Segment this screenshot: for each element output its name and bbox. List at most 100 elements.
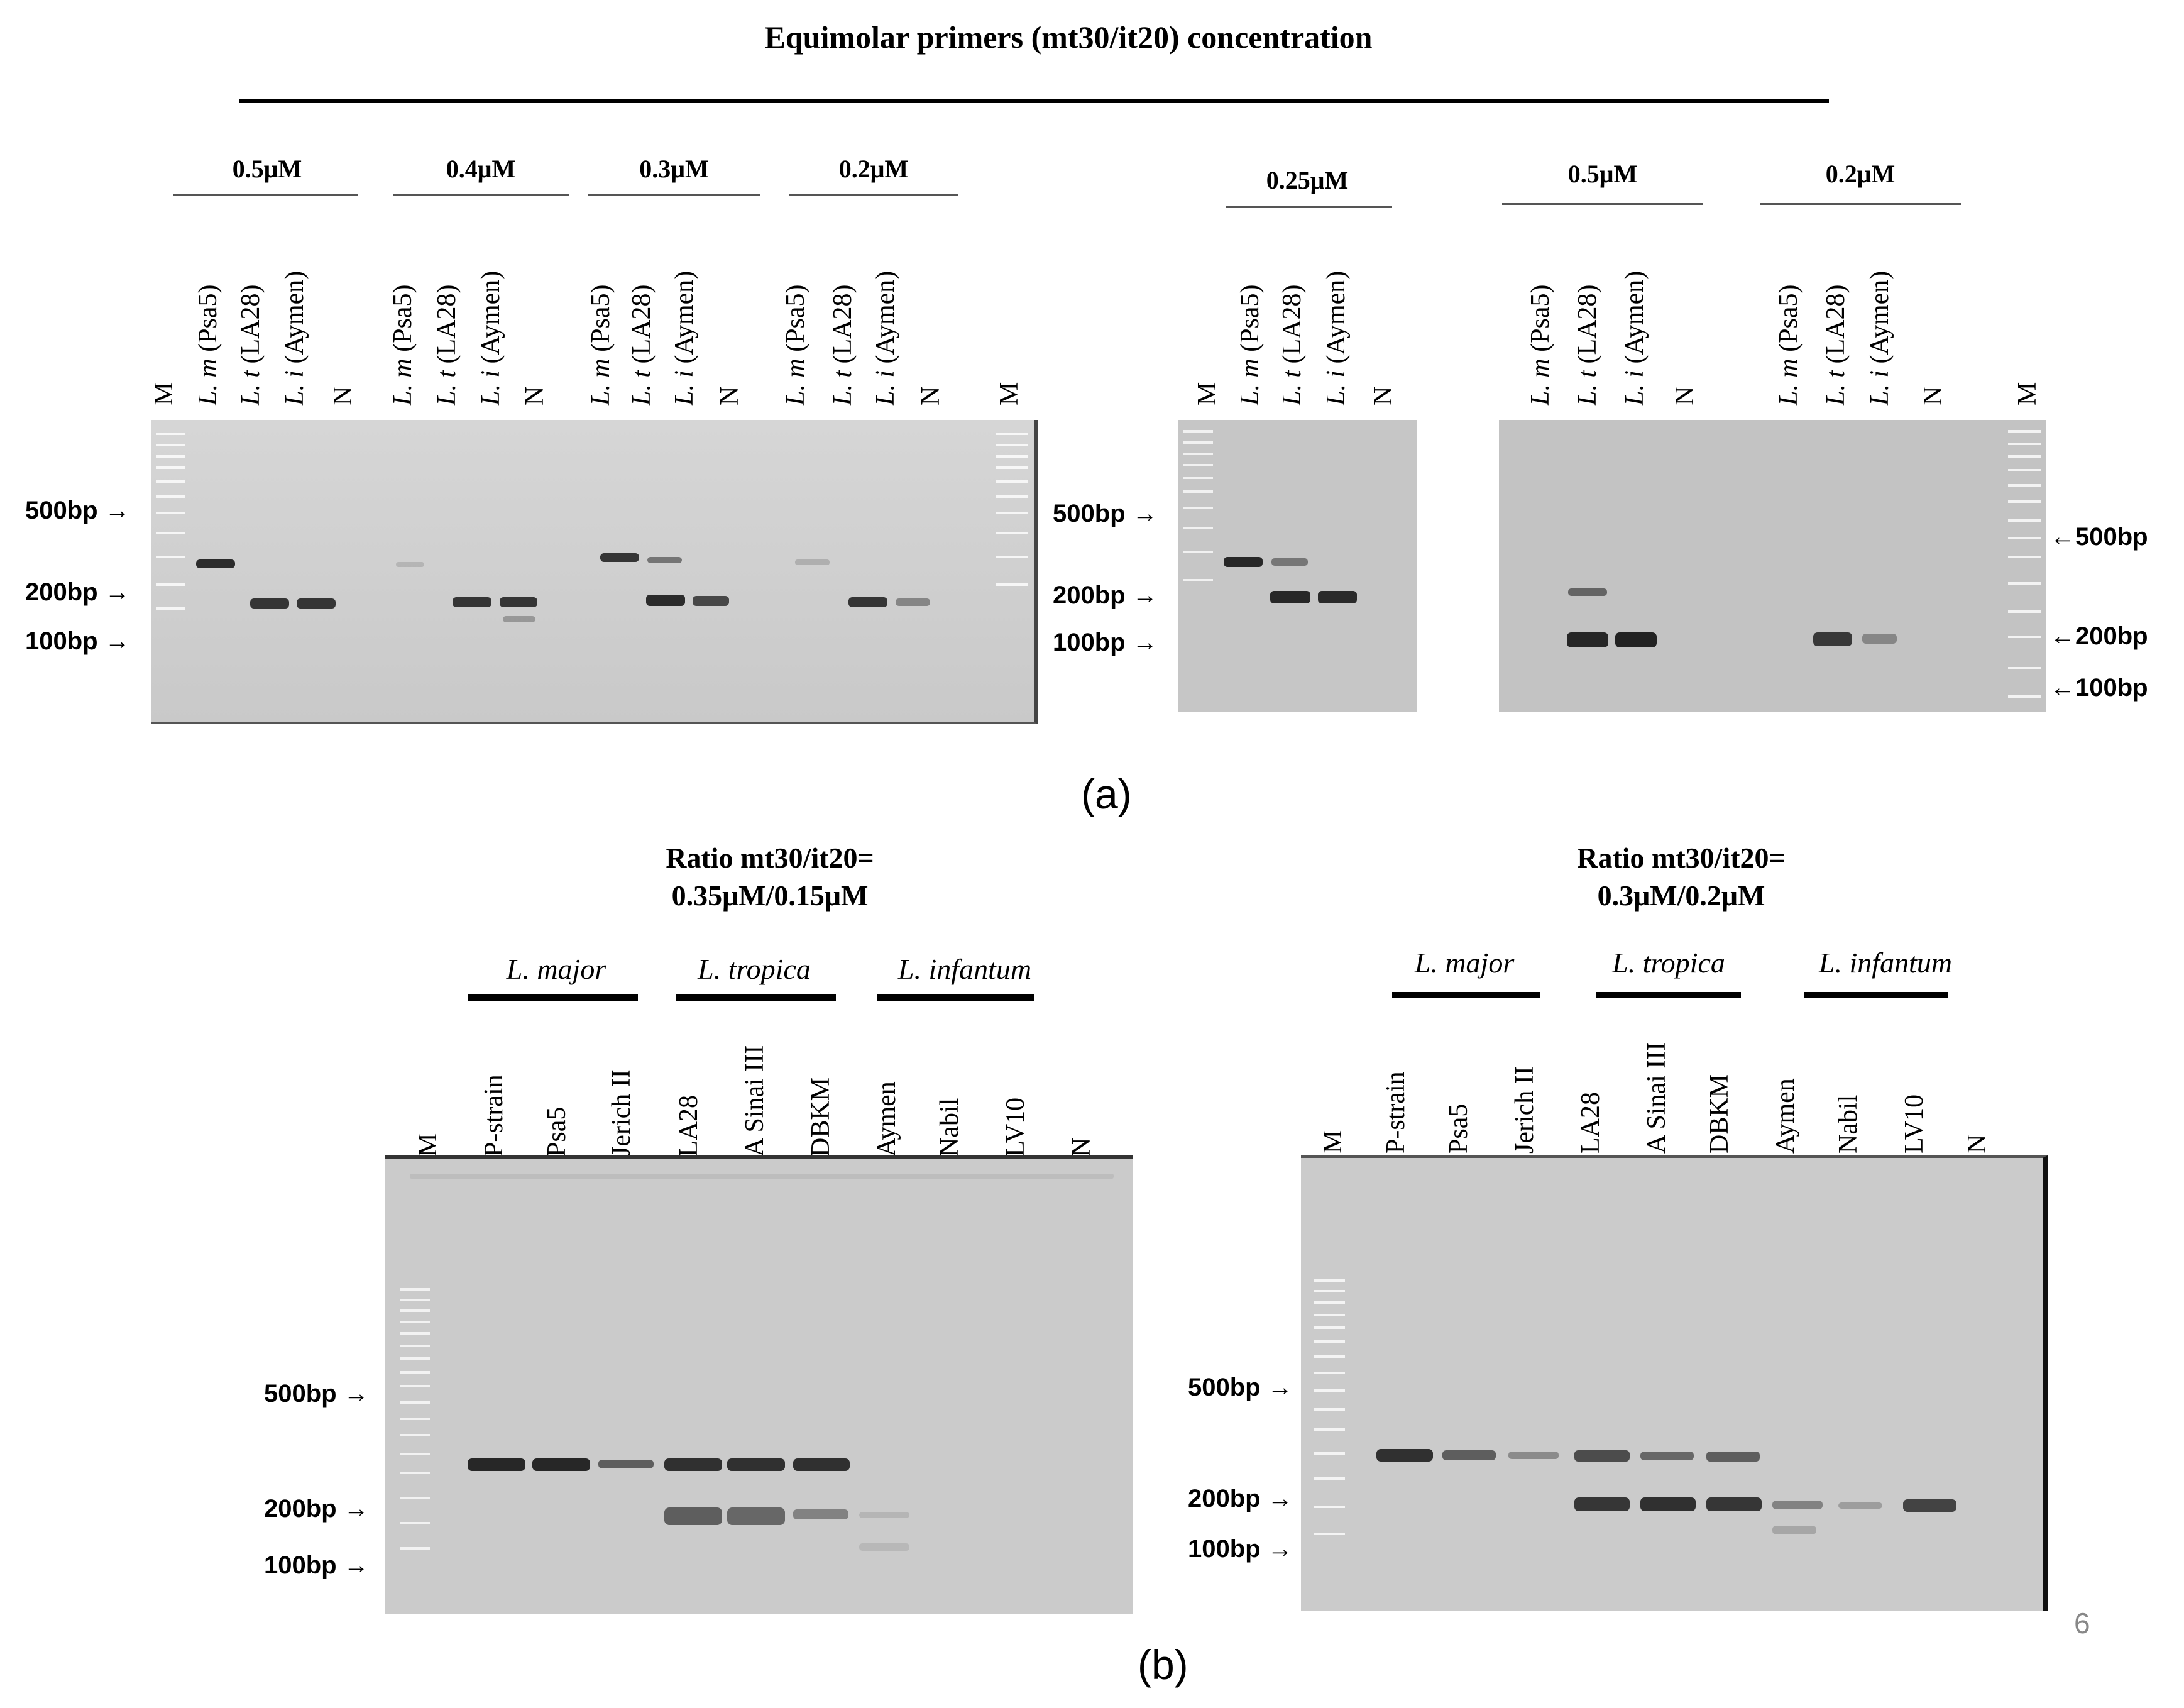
gel-right-lane-label: LV10 — [1900, 1094, 1929, 1154]
arrow-right-icon: → — [343, 1495, 369, 1523]
gel1-band — [795, 559, 830, 565]
gel3-band — [1615, 632, 1657, 647]
gel3-image — [1499, 420, 2046, 712]
gel1-lane-label: L. t (LA28) — [828, 284, 857, 406]
gel1-band — [693, 596, 729, 606]
gel1-lane-label: L. i (Aymen) — [871, 270, 900, 405]
gel2-lane-label: M — [1193, 382, 1222, 405]
gel-right-marker-200: 200bp → — [1188, 1485, 1293, 1512]
gel-left-lane-label: M — [414, 1133, 442, 1157]
gel-left-band — [598, 1460, 654, 1468]
gel-right-lane-label: LA28 — [1576, 1092, 1605, 1154]
gel1-band — [896, 598, 930, 606]
gel-left-band — [793, 1458, 850, 1471]
arrow-right-icon: → — [343, 1551, 369, 1579]
gel-right-lane-label: P-strain — [1381, 1071, 1410, 1154]
gel-right-lane-label: M — [1319, 1130, 1347, 1154]
gel3-marker-200: ←200bp — [2050, 622, 2148, 650]
gel3-band — [1813, 632, 1852, 646]
gel3-lane-label: M — [2013, 382, 2042, 405]
gel1-lane-label: L. t (LA28) — [236, 284, 265, 406]
gel-left-species-rule-1 — [676, 994, 836, 1001]
gel2-marker-200: 200bp → — [1053, 581, 1158, 609]
gel1-lane-label: L. m (Psa5) — [586, 284, 615, 405]
gel2-band — [1318, 591, 1357, 603]
gel-right-species-rule-0 — [1392, 992, 1540, 998]
gel1-lane-label: L. i (Aymen) — [280, 270, 309, 405]
gel1-conc-rule-3 — [789, 194, 958, 196]
gel-left-ratio-line2: 0.35μM/0.15μM — [671, 879, 869, 912]
gel3-marker-500: ←500bp — [2050, 523, 2148, 551]
gel-left-svg — [385, 1159, 1133, 1614]
gel1-band — [196, 559, 235, 568]
gel-left-band — [859, 1543, 909, 1551]
gel2-marker-100: 100bp → — [1053, 629, 1158, 656]
arrow-right-icon: → — [1267, 1485, 1293, 1512]
gel-right-image — [1301, 1155, 2048, 1611]
gel-right-band — [1640, 1497, 1696, 1511]
gel3-svg — [1499, 420, 2046, 712]
gel-right-band — [1706, 1452, 1760, 1462]
gel-right-marker-100: 100bp → — [1188, 1535, 1293, 1563]
gel3-lane-label: L. m (Psa5) — [1774, 284, 1803, 405]
gel3-lane-label: L. i (Aymen) — [1865, 270, 1894, 405]
gel1-svg — [151, 420, 1034, 722]
gel3-marker-100: ←100bp — [2050, 674, 2148, 702]
gel1-lane-label: N — [520, 386, 549, 405]
gel-left-marker-100: 100bp → — [264, 1551, 369, 1579]
gel1-lane-label: L. t (LA28) — [432, 284, 461, 406]
gel-left-ratio: Ratio mt30/it20= 0.35μM/0.15μM — [566, 839, 974, 915]
gel1-lane-label: L. i (Aymen) — [476, 270, 505, 405]
gel-left-band — [410, 1174, 1114, 1179]
gel1-marker-100: 100bp → — [25, 627, 130, 655]
gel-right-band — [1376, 1449, 1433, 1462]
gel3-conc-rule-0 — [1502, 203, 1703, 205]
gel1-lane-label: M — [995, 382, 1024, 405]
gel1-conc-rule-1 — [393, 194, 569, 196]
gel3-lane-label: L. t (LA28) — [1821, 284, 1850, 406]
gel2-conc-0: 0.25μM — [1266, 166, 1349, 194]
gel-right-lane-label: N — [1963, 1134, 1992, 1154]
gel-left-band — [468, 1458, 525, 1471]
gel1-band — [500, 597, 537, 607]
gel-right-marker-500: 500bp → — [1188, 1374, 1293, 1401]
gel1-lane-label: L. m (Psa5) — [194, 284, 222, 405]
gel-left-lane-label: Nabil — [935, 1098, 964, 1157]
gel-right-band — [1903, 1499, 1956, 1512]
gel1-lane-label: M — [150, 382, 178, 405]
gel2-band — [1224, 557, 1263, 567]
gel-right-svg — [1301, 1158, 2043, 1611]
gel1-lane-label: N — [715, 386, 744, 405]
gel3-lane-label: N — [1919, 386, 1948, 405]
gel-right-species-rule-1 — [1596, 992, 1741, 998]
gel2-lane-label: L. t (LA28) — [1278, 284, 1307, 406]
panel-a-title: Equimolar primers (mt30/it20) concentrat… — [764, 19, 1373, 55]
gel-left-lane-label: LV10 — [1001, 1097, 1030, 1157]
gel2-band — [1271, 558, 1308, 566]
gel3-lane-label: L. i (Aymen) — [1620, 270, 1649, 405]
gel1-image — [151, 420, 1038, 724]
gel1-band — [453, 597, 491, 607]
gel-left-band — [859, 1512, 909, 1518]
gel1-band — [848, 597, 887, 607]
gel-left-lane-label: N — [1067, 1137, 1096, 1157]
gel-left-lane-label: Jerich II — [607, 1069, 636, 1157]
gel3-lane-label: N — [1671, 386, 1699, 405]
arrow-left-icon: ← — [2050, 674, 2075, 702]
gel-right-lane-label: Aymen — [1771, 1078, 1800, 1154]
gel2-lane-label: N — [1369, 386, 1398, 405]
gel-left-species-rule-0 — [468, 994, 638, 1001]
gel-left-ratio-line1: Ratio mt30/it20= — [666, 842, 874, 874]
arrow-right-icon: → — [343, 1380, 369, 1408]
gel1-lane-label: N — [329, 386, 358, 405]
gel1-conc-3: 0.2μM — [838, 155, 909, 183]
gel2-band — [1270, 591, 1310, 603]
gel-right-band — [1772, 1501, 1823, 1509]
gel3-band — [1567, 632, 1608, 647]
gel3-conc-0: 0.5μM — [1567, 160, 1638, 188]
gel1-lane-label: L. m (Psa5) — [781, 284, 810, 405]
gel-left-species-0: L. major — [506, 953, 606, 985]
gel-left-lane-label: Psa5 — [542, 1106, 571, 1157]
gel-right-lane-label: Psa5 — [1444, 1103, 1473, 1154]
gel1-band — [250, 598, 289, 609]
